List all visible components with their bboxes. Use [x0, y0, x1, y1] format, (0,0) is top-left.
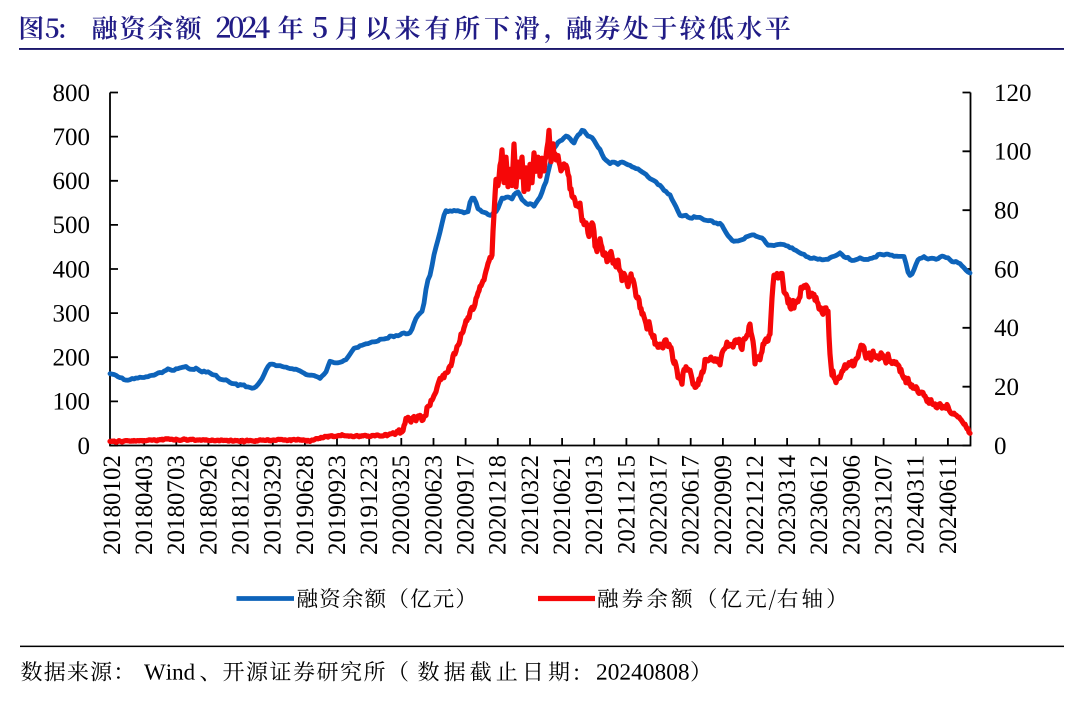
- svg-text:20180403: 20180403: [131, 455, 158, 555]
- svg-text:20180926: 20180926: [195, 455, 222, 555]
- svg-text:100: 100: [994, 139, 1032, 166]
- svg-text:20230906: 20230906: [838, 455, 865, 555]
- svg-text:400: 400: [53, 256, 91, 283]
- svg-text:20191223: 20191223: [356, 455, 383, 555]
- svg-text:700: 700: [53, 124, 91, 151]
- svg-text:20181226: 20181226: [228, 455, 255, 555]
- svg-text:20190923: 20190923: [324, 455, 351, 555]
- svg-text:600: 600: [53, 168, 91, 195]
- svg-text:60: 60: [994, 256, 1019, 283]
- svg-text:100: 100: [53, 389, 91, 416]
- svg-text:20200325: 20200325: [388, 455, 415, 555]
- svg-text:20180102: 20180102: [99, 455, 126, 555]
- svg-text:20211215: 20211215: [613, 455, 640, 554]
- svg-text:20200623: 20200623: [420, 455, 447, 555]
- svg-text:200: 200: [53, 345, 91, 372]
- svg-text:20190329: 20190329: [260, 455, 287, 555]
- svg-text:80: 80: [994, 198, 1019, 225]
- svg-text:40: 40: [994, 315, 1019, 342]
- svg-text:20221212: 20221212: [742, 455, 769, 555]
- svg-text:20: 20: [994, 374, 1019, 401]
- svg-text:20220317: 20220317: [645, 455, 672, 555]
- svg-text:20210913: 20210913: [581, 455, 608, 555]
- svg-text:0: 0: [994, 433, 1007, 460]
- svg-text:20240311: 20240311: [903, 455, 930, 554]
- svg-text:20240611: 20240611: [935, 455, 962, 554]
- svg-text:20210621: 20210621: [549, 455, 576, 555]
- svg-text:20200917: 20200917: [453, 455, 480, 555]
- svg-text:20180703: 20180703: [163, 455, 190, 555]
- svg-text:800: 800: [53, 80, 91, 107]
- svg-text:0: 0: [78, 433, 91, 460]
- svg-text:120: 120: [994, 80, 1032, 107]
- svg-text:20190628: 20190628: [292, 455, 319, 555]
- svg-text:20220909: 20220909: [710, 455, 737, 555]
- svg-text:20220617: 20220617: [678, 455, 705, 555]
- svg-text:20230314: 20230314: [774, 455, 801, 556]
- svg-text:20231207: 20231207: [871, 455, 898, 555]
- svg-text:20230612: 20230612: [806, 455, 833, 555]
- svg-text:20201218: 20201218: [485, 455, 512, 555]
- svg-text:20210322: 20210322: [517, 455, 544, 555]
- svg-text:300: 300: [53, 300, 91, 327]
- svg-text:500: 500: [53, 212, 91, 239]
